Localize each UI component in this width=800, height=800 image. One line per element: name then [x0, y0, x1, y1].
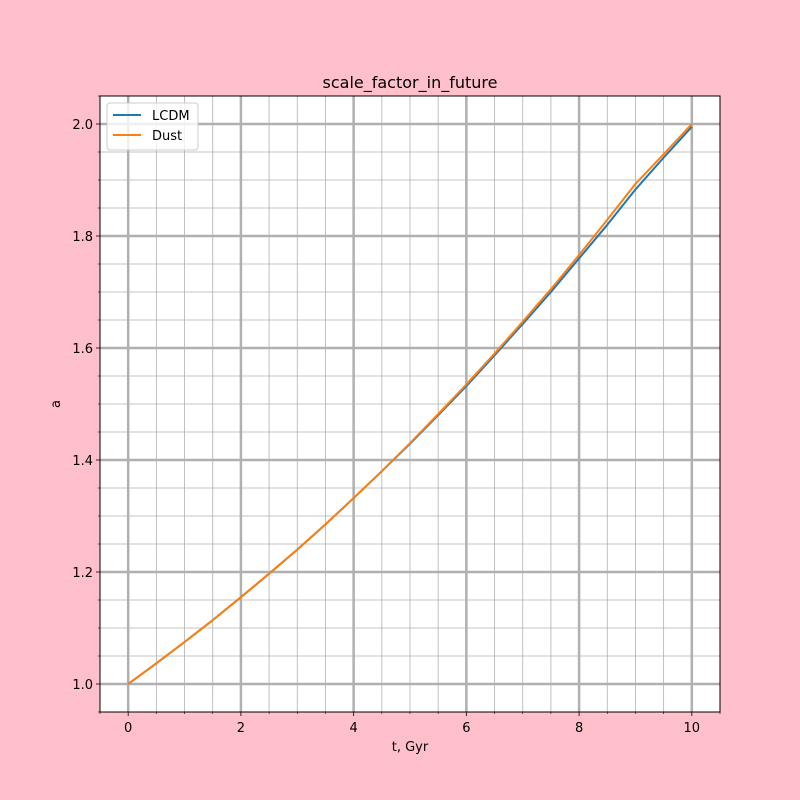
x-tick-label: 2 — [237, 721, 245, 736]
chart-title: scale_factor_in_future — [323, 73, 498, 93]
y-axis-label: a — [49, 400, 64, 408]
y-tick-label: 1.6 — [72, 342, 93, 357]
x-tick-label: 10 — [684, 721, 701, 736]
x-axis-ticks: 0 2 4 6 8 10 — [99, 712, 721, 736]
legend: LCDM Dust — [106, 102, 199, 151]
y-tick-label: 2.0 — [72, 118, 93, 133]
series-line-dust — [127, 123, 693, 685]
series-layer — [127, 123, 693, 685]
x-tick-label: 0 — [124, 721, 132, 736]
x-tick-label: 4 — [349, 721, 357, 736]
y-tick-label: 1.2 — [72, 566, 93, 581]
x-tick-label: 6 — [462, 721, 470, 736]
y-tick-label: 1.4 — [72, 454, 93, 469]
legend-label-dust: Dust — [152, 129, 182, 144]
y-tick-label: 1.8 — [72, 230, 93, 245]
y-axis-ticks: 1.0 1.2 1.4 1.6 1.8 2.0 — [72, 95, 100, 713]
major-grid — [100, 96, 720, 712]
legend-label-lcdm: LCDM — [152, 109, 190, 124]
x-tick-label: 8 — [575, 721, 583, 736]
x-axis-label: t, Gyr — [392, 740, 429, 755]
y-tick-label: 1.0 — [72, 678, 93, 693]
